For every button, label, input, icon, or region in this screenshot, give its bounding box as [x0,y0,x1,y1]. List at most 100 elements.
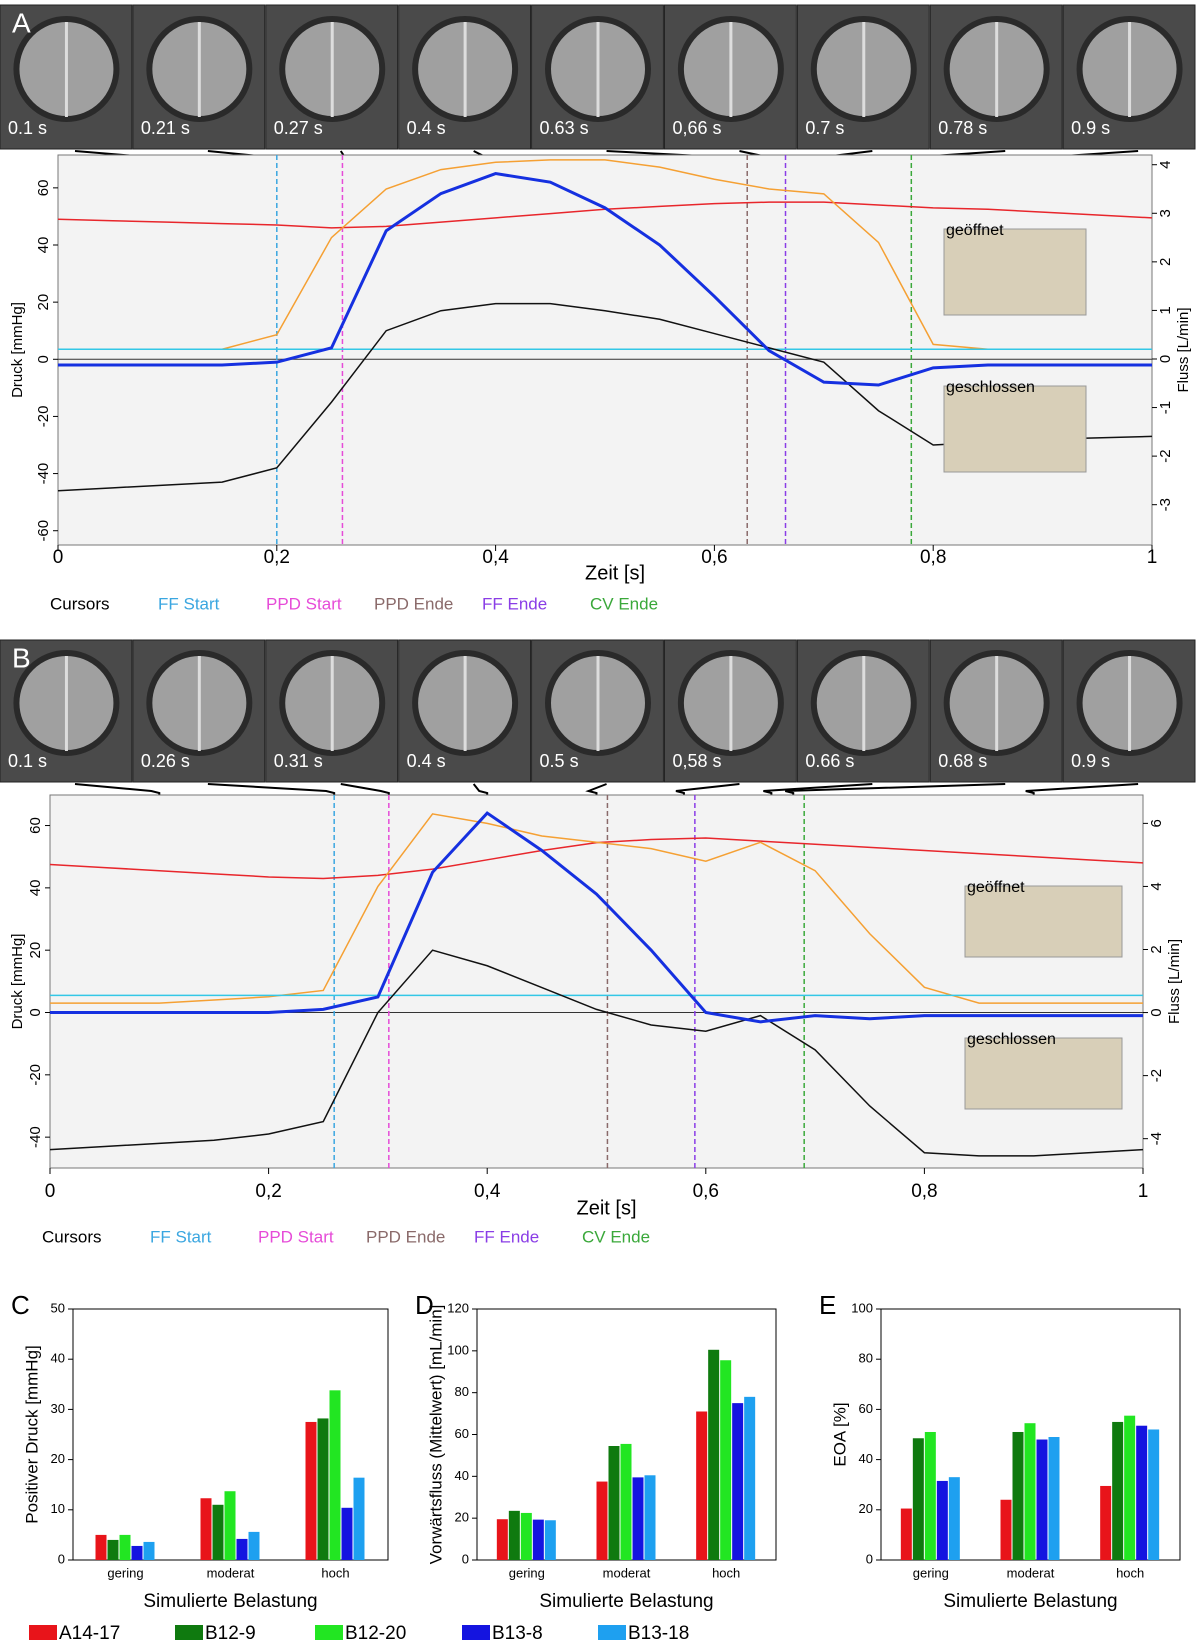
y-tick-label: 20 [859,1501,873,1516]
y2-axis-title: Fluss [L/min] [1166,939,1183,1024]
frame-label: 0.78 s [938,118,987,138]
y-tick-label: 50 [51,1300,65,1315]
bar [317,1418,329,1560]
cursor-legend-title: Cursors [50,594,110,613]
bar [732,1403,744,1560]
cursor-legend-item: PPD Ende [366,1227,445,1246]
x-tick-label: hoch [321,1565,349,1580]
bar [1100,1485,1112,1560]
y-axis-title: Druck [mmHg] [9,934,26,1030]
legend-label: B12-9 [205,1623,256,1644]
legend-swatch [598,1625,626,1640]
y2-tick-label: -2 [1148,1069,1165,1082]
bar [224,1491,236,1560]
legend-swatch [175,1625,203,1640]
y-tick-label: -40 [35,463,52,485]
plot-area [49,794,1144,1169]
x-tick-label: gering [509,1565,545,1580]
cursor-legend-item: FF Start [150,1227,212,1246]
bar [95,1534,107,1560]
y-tick-label: 100 [851,1300,873,1315]
y-tick-label: 30 [51,1401,65,1416]
bar [544,1520,556,1560]
bar [236,1538,248,1560]
y-tick-label: 80 [859,1351,873,1366]
y2-tick-label: 0 [1148,1008,1165,1016]
y2-tick-label: -4 [1148,1132,1165,1145]
bar [924,1431,936,1560]
cursor-legend-title: Cursors [42,1227,102,1246]
bar [353,1477,365,1560]
y-tick-label: 60 [455,1426,469,1441]
legend-label: B13-8 [492,1623,543,1644]
y-tick-label: 100 [447,1342,469,1357]
series-line [58,172,1152,387]
y-tick-label: 0 [58,1551,65,1566]
bar [508,1510,520,1560]
bar [1000,1499,1012,1560]
y-tick-label: 80 [455,1384,469,1399]
bar [912,1438,924,1560]
y-tick-label: 0 [27,1008,44,1016]
y2-tick-label: -2 [1157,449,1174,462]
bar [1012,1431,1024,1560]
bar [744,1396,756,1560]
bar [329,1390,341,1560]
bar [119,1534,131,1560]
bar [936,1480,948,1560]
x-tick-label: 1 [1147,547,1158,568]
x-tick-label: 0,2 [264,547,290,568]
x-tick-label: 0 [45,1181,56,1202]
x-tick-label: hoch [1116,1565,1144,1580]
bar [632,1477,644,1560]
inset-photo [943,385,1087,473]
y-axis-title: Positiver Druck [mmHg] [22,1345,41,1524]
x-tick-label: 1 [1138,1181,1149,1202]
series-line [50,813,1143,1004]
frame-label: 0.26 s [141,751,190,771]
panel-label: E [819,1290,836,1320]
panel-label: B [12,642,31,673]
y2-tick-label: -1 [1157,401,1174,414]
cursor-legend-item: PPD Start [258,1227,334,1246]
x-tick-label: 0,2 [255,1181,281,1202]
frame-label: 0,66 s [672,118,721,138]
x-tick-label: moderat [207,1565,255,1580]
frame-label: 0.27 s [274,118,323,138]
frame-label: 0.1 s [8,118,47,138]
y2-tick-label: 1 [1157,306,1174,314]
cursor-legend-item: PPD Ende [374,594,453,613]
inset-label: geöffnet [967,879,1025,896]
bar [720,1360,732,1560]
panel-label: A [12,7,31,38]
bar [520,1512,532,1560]
x-tick-label: 0,4 [474,1181,501,1202]
y2-tick-label: 6 [1148,819,1165,827]
bar [305,1421,317,1560]
bar [608,1446,620,1560]
x-tick-label: moderat [603,1565,651,1580]
frame-label: 0.5 s [540,751,579,771]
y-tick-label: 60 [859,1401,873,1416]
cursor-legend-item: PPD Start [266,594,342,613]
y2-tick-label: 4 [1148,882,1165,890]
x-axis-title: Simulierte Belastung [943,1591,1117,1612]
x-tick-label: 0,8 [911,1181,937,1202]
bar [131,1545,143,1560]
y-tick-label: 20 [51,1451,65,1466]
inset-photo [964,1037,1123,1110]
cursor-legend-item: FF Ende [474,1227,539,1246]
frame-label: 0.9 s [1071,118,1110,138]
y-tick-label: -40 [27,1126,44,1148]
bar [532,1519,544,1560]
inset-label: geöffnet [946,222,1004,239]
bar [596,1481,608,1560]
legend-label: B12-20 [345,1623,406,1644]
y-tick-label: 120 [447,1300,469,1315]
bar [341,1507,353,1560]
y-tick-label: 20 [27,942,44,959]
bar [1148,1429,1160,1560]
frame-label: 0,58 s [672,751,721,771]
bar [948,1477,960,1560]
inset-photo [964,885,1123,958]
